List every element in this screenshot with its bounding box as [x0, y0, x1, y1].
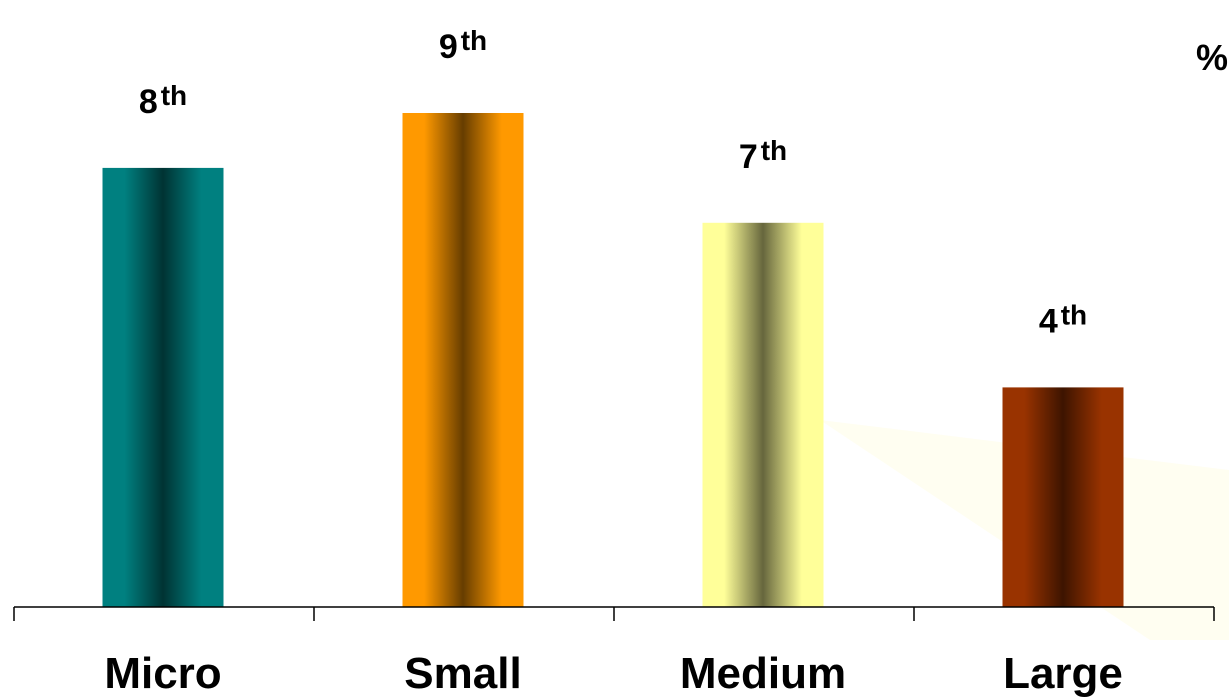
category-label-large: Large — [1003, 649, 1123, 697]
category-label-micro: Micro — [104, 649, 221, 697]
bar-medium — [702, 222, 824, 608]
category-label-medium: Medium — [680, 649, 846, 697]
bar-micro — [102, 167, 224, 607]
category-label-small: Small — [404, 649, 521, 697]
bar-small — [402, 113, 524, 607]
bar-large — [1002, 387, 1124, 607]
unit-label: % — [1196, 37, 1228, 78]
